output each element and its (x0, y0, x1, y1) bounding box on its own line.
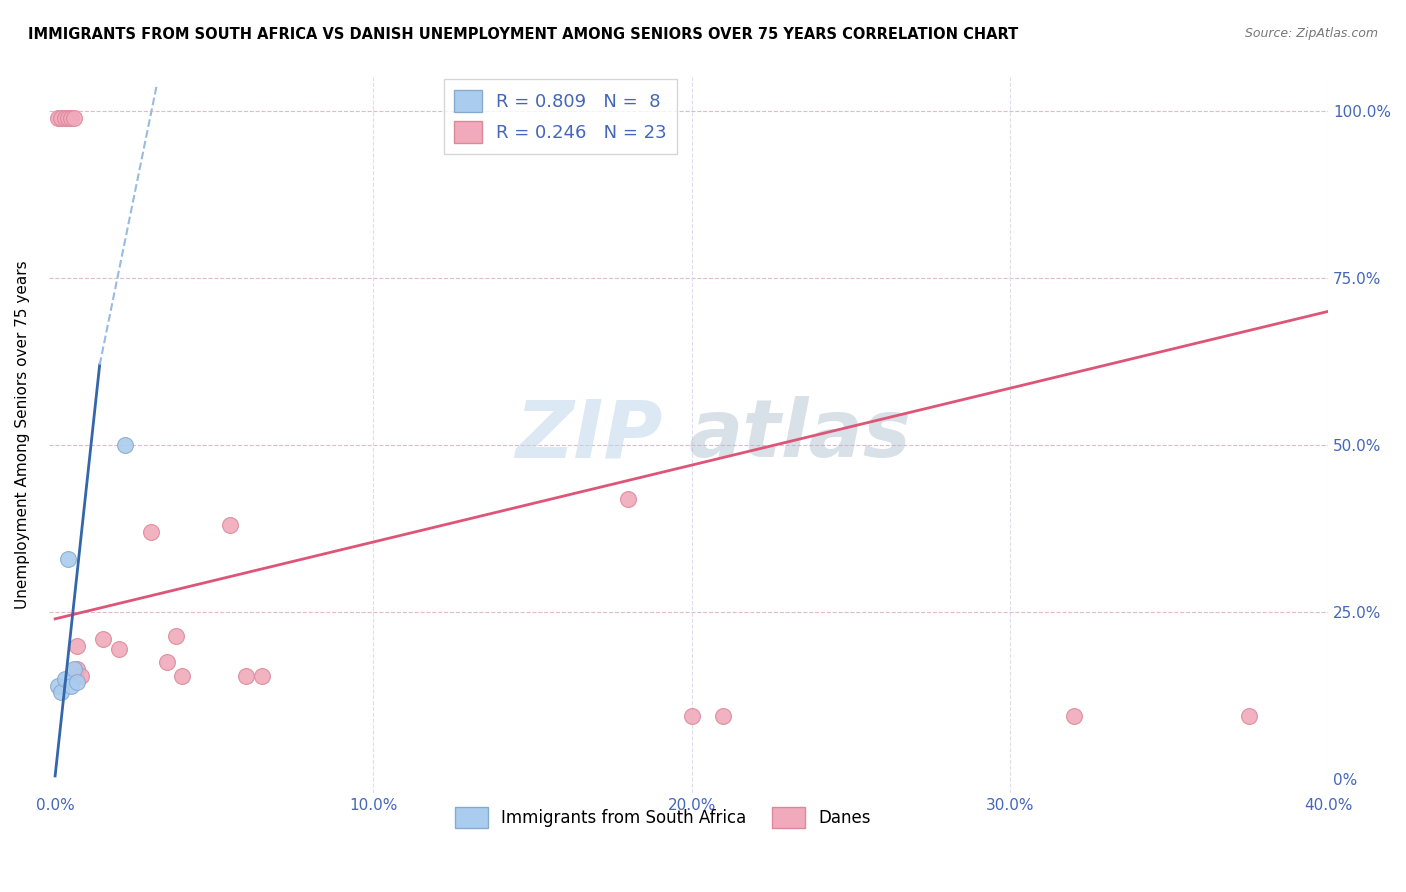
Point (63, 662, 86, 676)
Point (681, 708, 703, 723)
Text: IMMIGRANTS FROM SOUTH AFRICA VS DANISH UNEMPLOYMENT AMONG SENIORS OVER 75 YEARS : IMMIGRANTS FROM SOUTH AFRICA VS DANISH U… (28, 27, 1018, 42)
Point (165, 629, 187, 643)
Y-axis label: Unemployment Among Seniors over 75 years: Unemployment Among Seniors over 75 years (15, 260, 30, 609)
Text: atlas: atlas (689, 396, 911, 474)
Point (60, 111, 83, 125)
Point (139, 524, 162, 539)
Point (60, 679, 83, 693)
Point (155, 656, 177, 670)
Point (53, 672, 76, 686)
Point (56, 551, 79, 566)
Point (713, 708, 735, 723)
Point (66, 675, 89, 690)
Point (172, 668, 194, 682)
Point (69, 668, 91, 682)
Point (46, 679, 69, 693)
Legend: Immigrants from South Africa, Danes: Immigrants from South Africa, Danes (449, 801, 877, 834)
Point (51, 685, 73, 699)
Point (107, 642, 129, 657)
Point (235, 668, 257, 682)
Point (56, 111, 79, 125)
Point (1237, 708, 1260, 723)
Point (46, 111, 69, 125)
Point (51, 111, 73, 125)
Point (617, 491, 640, 506)
Text: ZIP: ZIP (516, 396, 662, 474)
Point (63, 111, 86, 125)
Point (53, 111, 76, 125)
Point (1063, 708, 1085, 723)
Point (250, 668, 273, 682)
Text: Source: ZipAtlas.com: Source: ZipAtlas.com (1244, 27, 1378, 40)
Point (66, 639, 89, 653)
Point (66, 662, 89, 676)
Point (219, 518, 242, 533)
Point (91, 632, 114, 646)
Point (114, 438, 136, 452)
